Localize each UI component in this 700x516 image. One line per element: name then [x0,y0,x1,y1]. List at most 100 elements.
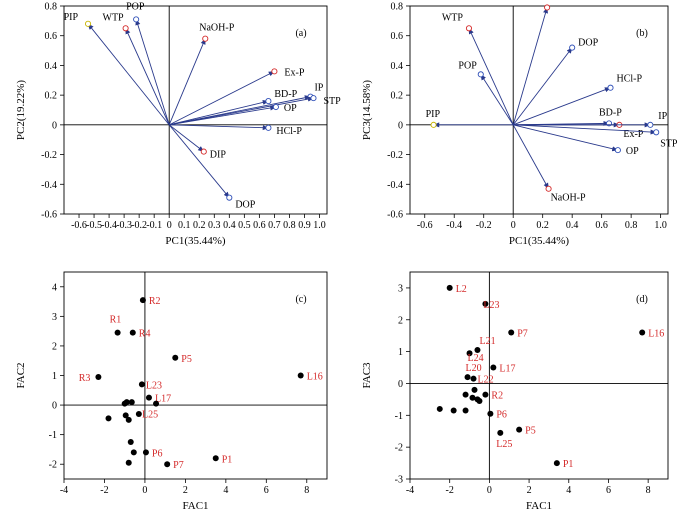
sample-point-l2 [446,284,453,291]
sample-label: L16 [307,372,323,383]
sample-label: L22 [478,375,494,386]
x-tick-label: -0.4 [446,220,462,231]
y-tick-label: 0.4 [391,61,404,72]
sample-point [127,439,134,446]
loading-label: HCl-P [617,74,643,85]
y-tick-label: 3 [52,312,57,323]
loading-vector-dip [512,6,548,125]
loading-point-naoh-p [202,35,209,42]
loading-vector-wtp [125,27,170,126]
y-tick-label: -2 [395,443,403,454]
panel-a: -0.6 -0.5 -0.4 -0.3 -0.2 -0.1 0 0.1 0.2 0.3 0.4 0.5… [15,1,341,247]
y-tick-label: 0.4 [45,61,58,72]
y-tick-label: 0.8 [45,2,58,13]
x-tick-label: 0.2 [193,220,206,231]
sample-label: P1 [563,459,574,470]
x-tick-label: -2 [446,485,454,496]
sample-label: R2 [149,296,161,307]
sample-label: L2 [456,284,467,295]
sample-point-l21 [474,347,481,354]
panel-label: (c) [295,294,306,305]
loading-label: STP [660,138,678,149]
sample-label: P5 [525,426,536,437]
loading-label: NaOH-P [199,23,234,34]
sample-point-r2 [482,391,489,398]
sample-point [123,399,130,406]
sample-point-l23 [138,381,145,388]
sample-point [125,416,132,423]
loading-point-wtp [465,25,473,32]
sample-point-p1 [212,455,219,462]
sample-point [436,405,443,412]
sample-label: L17 [499,364,515,375]
loading-label: IP [658,111,667,122]
x-tick-label: -0.2 [131,220,147,231]
y-tick-label: -1 [49,430,57,441]
sample-point-p6 [487,410,494,417]
sample-label: P1 [222,454,233,465]
y-axis-title: FAC3 [361,362,373,389]
loading-vector-op [513,124,619,152]
loading-vector-pop [135,18,170,125]
sample-label: L23 [146,380,162,391]
x-tick-label: -0.6 [417,220,433,231]
sample-point-l22 [470,375,477,382]
x-tick-label: 0 [487,485,492,496]
x-tick-label: 0.4 [223,220,236,231]
y-tick-label: -0.6 [41,210,57,221]
panel-label: (d) [636,294,648,305]
sample-label: L25 [496,439,512,450]
sample-point-l17 [490,364,497,371]
sample-label: L17 [155,394,171,405]
loading-point-pip [430,121,437,128]
y-tick-label: 0.6 [391,31,404,42]
x-tick-label: 0.3 [208,220,221,231]
loading-vector-bd-p [169,99,270,126]
sample-point-l25 [497,429,504,436]
sample-point-p1 [553,460,560,467]
sample-label: L25 [142,410,158,421]
sample-label: L21 [479,336,495,347]
loading-label: POP [458,60,477,71]
y-tick-label: 0.2 [391,91,404,102]
sample-point [128,399,135,406]
sample-point [122,412,129,419]
loading-point-ip [647,121,654,128]
loading-vector-wtp [468,27,514,126]
x-tick-label: 0.6 [595,220,608,231]
loading-label: OP [626,146,639,157]
loading-label: OP [284,103,297,114]
sample-label: P6 [496,410,507,421]
sample-point [476,397,483,404]
loading-vector-hcl-p [513,87,612,126]
sample-point-r2 [139,297,146,304]
sample-point [105,415,112,422]
y-tick-label: 1 [398,347,403,358]
x-tick-label: -4 [406,485,414,496]
loading-vector-hcl-p [169,124,270,131]
y-tick-label: 0.8 [391,2,404,13]
loading-point-pip [84,20,92,27]
loading-label: PIP [426,109,441,120]
loading-label: POP [126,1,145,12]
panel-b: -0.6 -0.4 -0.2 0 0.2 0.4 0.6 0.8 1.0 -0.6 -0.4 -0.2… [361,0,678,247]
y-tick-label: -0.6 [387,210,403,221]
y-tick-label: -0.4 [387,180,403,191]
y-tick-label: -3 [395,475,403,486]
plot-frame [409,271,669,480]
loading-vector-dop [512,47,573,126]
sample-point-l25 [153,400,160,407]
sample-point [450,407,457,414]
x-tick-label: 0.8 [625,220,638,231]
x-tick-label: 0 [511,220,516,231]
sample-point [130,449,137,456]
x-tick-label: 4 [223,485,228,496]
y-tick-label: -0.2 [41,150,57,161]
loading-point-op [272,103,279,111]
x-tick-label: 6 [606,485,611,496]
sample-point-r4 [129,329,136,336]
x-tick-label: 4 [566,485,571,496]
sample-label: L24 [468,353,484,364]
sample-point-r3 [95,373,102,380]
loading-point-dop [226,194,233,201]
